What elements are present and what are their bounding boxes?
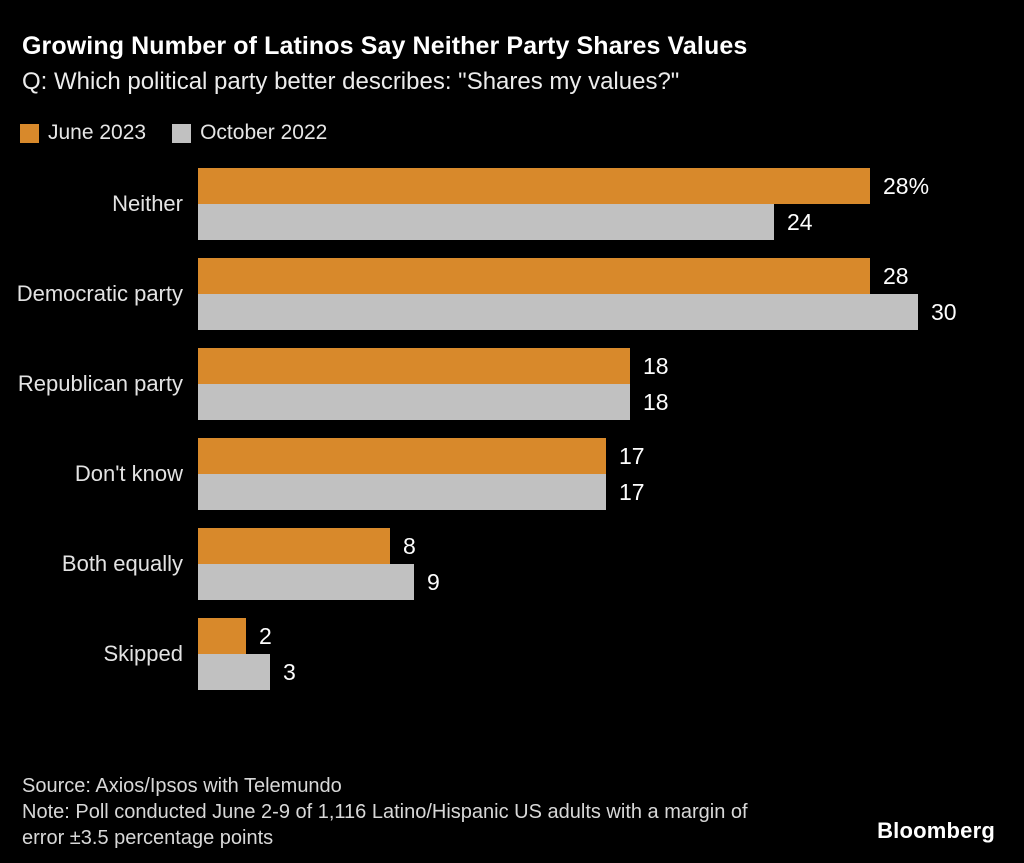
bar-value-label: 8 bbox=[403, 532, 416, 559]
category-label: Republican party bbox=[17, 371, 183, 396]
footer: Source: Axios/Ipsos with Telemundo Note:… bbox=[22, 773, 748, 851]
note-text-line-2: error ±3.5 percentage points bbox=[22, 827, 274, 849]
category-label: Don't know bbox=[74, 461, 183, 486]
bar-value-label: 24 bbox=[787, 208, 813, 235]
source-text: Source: Axios/Ipsos with Telemundo bbox=[22, 775, 342, 797]
chart-title: Growing Number of Latinos Say Neither Pa… bbox=[22, 32, 748, 60]
bar bbox=[198, 474, 606, 510]
category-label: Both equally bbox=[61, 551, 183, 576]
category-label: Neither bbox=[112, 191, 183, 216]
bar bbox=[198, 654, 270, 690]
category-label: Skipped bbox=[103, 641, 183, 666]
note-text-line-1: Note: Poll conducted June 2-9 of 1,116 L… bbox=[22, 801, 748, 823]
bar-line: 9 bbox=[198, 564, 440, 600]
legend-label-june-2023: June 2023 bbox=[48, 121, 147, 144]
bloomberg-logo: Bloomberg bbox=[877, 818, 995, 843]
bar-line: 24 bbox=[198, 204, 929, 240]
bar bbox=[198, 204, 774, 240]
category-label: Democratic party bbox=[16, 281, 183, 306]
bar-line: 28 bbox=[198, 258, 957, 294]
chart-row: Republican party 18 18 bbox=[0, 348, 1024, 420]
legend-item-october-2022: October 2022 bbox=[172, 121, 327, 145]
bar-group: 28% 24 bbox=[198, 168, 929, 240]
bar-value-label: 3 bbox=[283, 658, 296, 685]
bar-line: 8 bbox=[198, 528, 440, 564]
bar-line: 18 bbox=[198, 384, 669, 420]
bar-value-label: 28 bbox=[883, 262, 909, 289]
bar-value-label: 17 bbox=[619, 442, 645, 469]
bar bbox=[198, 438, 606, 474]
bar-line: 2 bbox=[198, 618, 296, 654]
chart-header: Growing Number of Latinos Say Neither Pa… bbox=[0, 0, 1024, 96]
bar-value-label: 2 bbox=[259, 622, 272, 649]
bar-group: 18 18 bbox=[198, 348, 669, 420]
bar bbox=[198, 564, 414, 600]
chart-row: Democratic party 28 30 bbox=[0, 258, 1024, 330]
chart-row: Both equally 8 9 bbox=[0, 528, 1024, 600]
bar-line: 17 bbox=[198, 474, 645, 510]
legend-label-october-2022: October 2022 bbox=[200, 121, 328, 144]
bar bbox=[198, 348, 630, 384]
bar-group: 17 17 bbox=[198, 438, 645, 510]
bar-line: 17 bbox=[198, 438, 645, 474]
bar-group: 28 30 bbox=[198, 258, 957, 330]
legend: June 2023 October 2022 bbox=[20, 121, 1024, 145]
bar bbox=[198, 258, 870, 294]
bar-line: 3 bbox=[198, 654, 296, 690]
chart: Neither 28% 24 Democratic party 28 30 Republic… bbox=[0, 168, 1024, 690]
legend-swatch-october-2022 bbox=[172, 123, 192, 143]
chart-row: Don't know 17 17 bbox=[0, 438, 1024, 510]
bar bbox=[198, 528, 390, 564]
bar-value-label: 17 bbox=[619, 478, 645, 505]
chart-row: Neither 28% 24 bbox=[0, 168, 1024, 240]
bar bbox=[198, 294, 918, 330]
bar-value-label: 30 bbox=[931, 298, 957, 325]
chart-subtitle: Q: Which political party better describe… bbox=[22, 68, 680, 95]
bar-value-label: 28% bbox=[883, 172, 930, 199]
chart-row: Skipped 2 3 bbox=[0, 618, 1024, 690]
bar-line: 30 bbox=[198, 294, 957, 330]
legend-item-june-2023: June 2023 bbox=[20, 121, 146, 145]
bar-value-label: 9 bbox=[427, 568, 440, 595]
bar bbox=[198, 384, 630, 420]
bar-line: 18 bbox=[198, 348, 669, 384]
bar-value-label: 18 bbox=[643, 352, 669, 379]
bar bbox=[198, 168, 870, 204]
legend-swatch-june-2023 bbox=[20, 123, 39, 143]
bar bbox=[198, 618, 246, 654]
bar-line: 28% bbox=[198, 168, 929, 204]
bar-value-label: 18 bbox=[643, 388, 669, 415]
